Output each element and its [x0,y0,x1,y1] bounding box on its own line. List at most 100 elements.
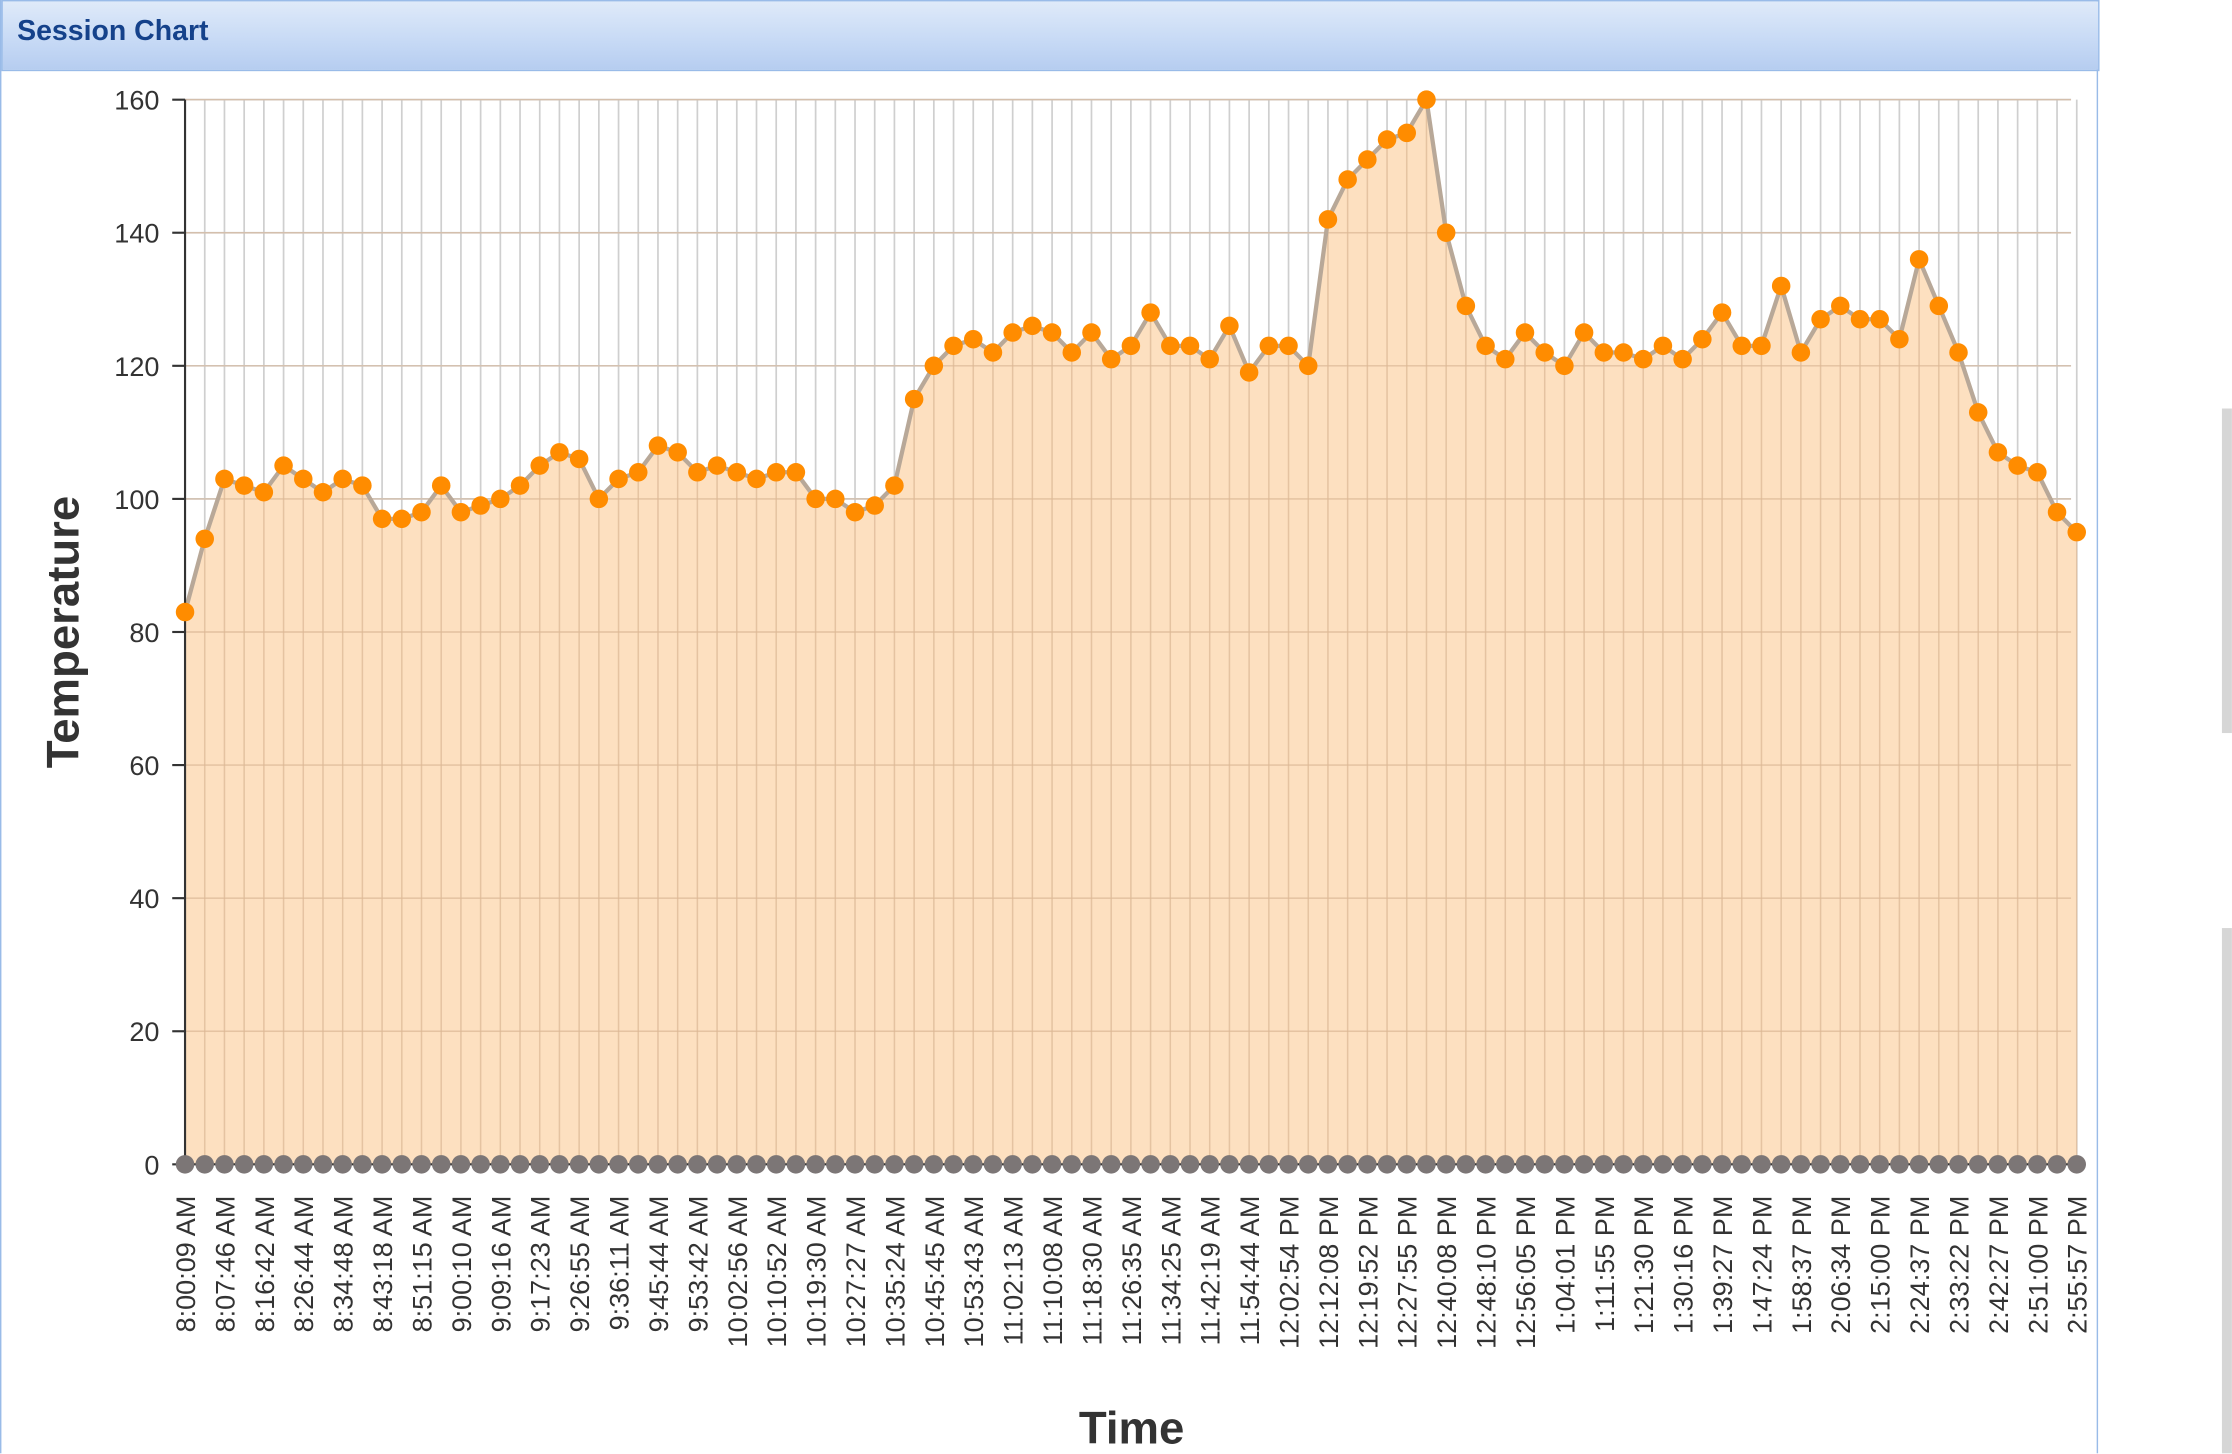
zero-series-point [1968,1155,1988,1174]
temperature-point [175,602,195,622]
temperature-point [1653,336,1673,356]
x-tick-label: 8:43:18 AM [368,1196,398,1333]
scrollbar-track-lower[interactable] [2221,928,2232,1454]
temperature-point [1476,336,1495,356]
x-tick-label: 1:30:16 PM [1669,1196,1699,1334]
x-tick-label: 8:07:46 AM [210,1196,240,1333]
x-tick-label: 1:39:27 PM [1708,1196,1738,1334]
temperature-point [1791,343,1811,362]
temperature-point [353,476,372,495]
zero-series-markers [175,1155,2086,1174]
temperature-point [1200,349,1219,369]
x-tick-label: 8:16:42 AM [250,1196,280,1333]
zero-series-point [254,1155,274,1174]
zero-series-point [2008,1155,2027,1174]
scrollbar-thumb[interactable] [2221,408,2232,734]
panel-header: Session Chart [1,0,2100,72]
x-tick-label: 11:26:35 AM [1117,1196,1147,1346]
temperature-point [963,329,983,349]
temperature-point [1279,336,1298,356]
temperature-point [648,436,668,455]
zero-series-point [924,1155,944,1174]
zero-series-point [865,1155,884,1174]
temperature-point [1555,356,1574,376]
temperature-point [1850,309,1870,329]
zero-series-point [412,1155,431,1174]
zero-series-point [294,1155,313,1174]
temperature-point [1496,349,1515,369]
zero-series-point [215,1155,234,1174]
temperature-point [983,343,1003,362]
temperature-point [1436,223,1456,242]
zero-series-point [431,1155,451,1174]
x-tick-label: 9:17:23 AM [526,1196,556,1333]
temperature-point [1890,329,1909,349]
zero-series-point [786,1155,806,1174]
temperature-point [372,509,392,529]
zero-series-point [333,1155,352,1174]
zero-series-point [668,1155,687,1174]
zero-series-point [392,1155,412,1174]
zero-series-point [1693,1155,1712,1174]
zero-series-point [1062,1155,1082,1174]
zero-series-point [983,1155,1003,1174]
zero-series-point [2067,1155,2086,1174]
x-tick-label: 12:56:05 PM [1511,1196,1541,1349]
temperature-point [2028,463,2047,482]
x-tick-labels: 8:00:09 AM 8:07:46 AM 8:16:42 AM 8:26:44 AM… [171,1196,2093,1349]
zero-series-point [1732,1155,1752,1174]
zero-series-point [1988,1155,2008,1174]
y-tick-label: 60 [129,751,159,781]
temperature-point [569,449,589,469]
x-tick-label: 9:00:10 AM [447,1196,477,1333]
x-tick-label: 12:02:54 PM [1274,1196,1304,1349]
temperature-point [1870,309,1889,329]
y-tick-label: 20 [129,1017,159,1047]
zero-series-point [1082,1155,1101,1174]
temperature-point [589,489,609,509]
vertical-grid-overlay [184,98,2078,1165]
temperature-point [550,443,569,462]
temperature-point [1318,210,1338,229]
temperature-point [1574,323,1594,342]
zero-series-point [1220,1155,1239,1174]
temperature-point [1831,296,1850,316]
temperature-point [1771,276,1791,296]
zero-series-point [1436,1155,1456,1174]
x-tick-label: 2:51:00 PM [2023,1196,2053,1334]
temperature-point [1003,323,1022,342]
temperature-point [1515,323,1535,342]
zero-series-point [1358,1155,1377,1174]
y-tick-label: 0 [144,1150,159,1180]
temperature-point [274,456,293,475]
zero-series-point [569,1155,589,1174]
zero-series-point [550,1155,569,1174]
y-tick-label: 160 [114,86,159,116]
temperature-point [1693,329,1712,349]
temperature-point [195,529,214,549]
temperature-point [1633,349,1653,369]
temperature-point [826,489,845,509]
temperature-point [530,456,549,475]
temperature-point [944,336,963,356]
zero-series-point [1949,1155,1968,1174]
zero-series-point [589,1155,609,1174]
zero-series-point [963,1155,983,1174]
temperature-point [904,389,924,409]
x-tick-label: 12:48:10 PM [1472,1196,1502,1349]
temperature-point [1121,336,1141,356]
x-tick-label: 9:36:11 AM [605,1196,635,1331]
zero-series-point [1594,1155,1614,1174]
zero-series-point [234,1155,254,1174]
zero-series-point [1298,1155,1318,1174]
temperature-point [2067,522,2086,542]
x-tick-label: 12:40:08 PM [1432,1196,1462,1349]
zero-series-point [175,1155,195,1174]
zero-series-point [845,1155,865,1174]
zero-series-point [274,1155,293,1174]
temperature-point [885,476,904,495]
temperature-point [806,489,825,509]
temperature-point [491,489,510,509]
temperature-point [1752,336,1771,356]
zero-series-point [1574,1155,1594,1174]
